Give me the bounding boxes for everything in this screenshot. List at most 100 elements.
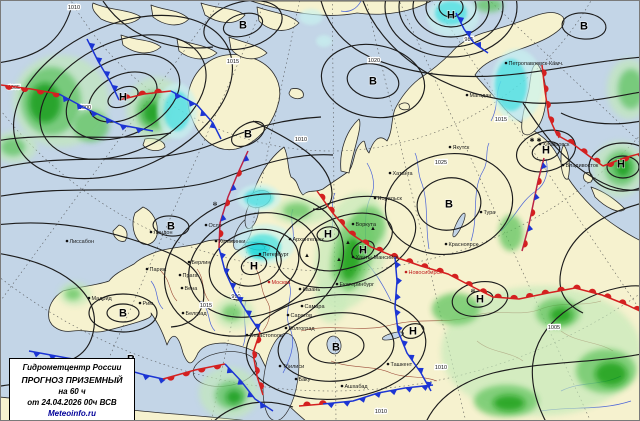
isobar bbox=[559, 203, 639, 314]
isobar bbox=[245, 294, 427, 400]
precip-green-blob bbox=[222, 305, 242, 321]
isobar bbox=[275, 195, 417, 289]
city-label: Новосибирск bbox=[409, 270, 443, 276]
front-marker-warm bbox=[182, 371, 190, 377]
front-marker-cold bbox=[457, 16, 465, 24]
weather-symbol: ▲ bbox=[370, 226, 376, 232]
city-dot bbox=[479, 210, 483, 214]
city-dot bbox=[180, 286, 184, 290]
coastline-novaya-zemlya bbox=[340, 118, 361, 174]
city-dot bbox=[340, 384, 344, 388]
isobar bbox=[231, 120, 265, 148]
weather-symbol-layer: ✱ ✱ ▲ ▲ ▲ ▲ ▲ ✻ ✻ bbox=[212, 137, 541, 295]
city-label: Петропавловск-Камч. bbox=[509, 61, 564, 67]
front-marker-cold bbox=[230, 282, 237, 290]
front-marker-cold bbox=[260, 402, 267, 409]
front-marker-warm bbox=[154, 88, 162, 93]
front-marker-cold bbox=[465, 30, 472, 38]
city-dot bbox=[258, 252, 262, 256]
legend-org: Гидрометцентр России bbox=[22, 363, 122, 372]
weather-symbol: ✱ bbox=[529, 137, 534, 144]
front-marker-warm bbox=[546, 100, 551, 109]
legend-site-link[interactable]: Meteoinfo.ru bbox=[48, 409, 96, 418]
front-marker-cold bbox=[226, 367, 234, 374]
city-dot bbox=[138, 301, 142, 305]
pressure-center-low: Н bbox=[409, 326, 417, 338]
front-marker-cold bbox=[220, 252, 226, 260]
city-dot bbox=[149, 230, 153, 234]
isobar bbox=[188, 212, 320, 318]
isobar bbox=[515, 129, 577, 173]
pressure-center-high: В bbox=[332, 342, 340, 354]
front-marker-cold bbox=[417, 367, 424, 375]
city-dot bbox=[504, 61, 508, 65]
isobar bbox=[560, 112, 639, 125]
city-dot bbox=[444, 242, 448, 246]
front-marker-warm bbox=[523, 239, 528, 248]
city-label: Баку bbox=[299, 377, 311, 383]
weather-symbol: ✻ bbox=[470, 288, 475, 295]
city-label: Казань bbox=[303, 287, 321, 293]
city-label: Воркута bbox=[356, 222, 377, 228]
front-marker-cold bbox=[76, 103, 84, 110]
isobar bbox=[107, 85, 139, 109]
front-marker-warm bbox=[255, 366, 260, 375]
front-marker-cold bbox=[237, 378, 244, 385]
front-marker-cold bbox=[396, 277, 402, 285]
city-label: Ашхабад bbox=[345, 384, 369, 390]
front-marker-warm bbox=[138, 90, 147, 96]
isobar bbox=[299, 212, 393, 272]
front-marker-warm bbox=[537, 177, 542, 185]
pressure-center-low: Н bbox=[617, 159, 625, 171]
isobar bbox=[252, 120, 333, 211]
front-line-warm bbox=[298, 403, 324, 407]
city-label: Севастополь bbox=[250, 333, 283, 339]
city-label: Якутск bbox=[453, 145, 470, 151]
front-marker-cold bbox=[220, 214, 227, 222]
city-dot bbox=[373, 196, 377, 200]
front-marker-warm bbox=[213, 364, 222, 370]
isobar bbox=[12, 14, 234, 180]
front-marker-warm bbox=[510, 294, 518, 299]
city-dot bbox=[294, 377, 298, 381]
front-marker-cold bbox=[541, 162, 547, 170]
front-marker-warm bbox=[328, 206, 335, 214]
precip-cyan-blob bbox=[244, 189, 274, 207]
precip-green-blob bbox=[315, 279, 347, 323]
front-marker-warm bbox=[567, 138, 575, 145]
city-label: Волгоград bbox=[289, 326, 316, 332]
precip-green-blob bbox=[143, 102, 161, 124]
precip-green-blob bbox=[73, 110, 109, 142]
isobar-value-label: 985 bbox=[464, 37, 473, 43]
weather-symbol: ✻ bbox=[212, 201, 217, 208]
city-dot bbox=[386, 362, 390, 366]
isobar bbox=[226, 243, 282, 287]
front-marker-warm bbox=[348, 230, 356, 237]
front-marker-warm bbox=[451, 273, 459, 280]
city-label: Лиссабон bbox=[70, 239, 95, 245]
city-dot bbox=[351, 222, 355, 226]
city-label: Париж bbox=[150, 267, 167, 273]
city-dot bbox=[538, 142, 542, 146]
city-label: Осло bbox=[209, 223, 222, 229]
isobar bbox=[222, 12, 264, 38]
front-line-cold bbox=[218, 247, 261, 333]
pressure-center-high: В bbox=[369, 76, 377, 88]
city-dot bbox=[388, 171, 392, 175]
city-dot bbox=[278, 364, 282, 368]
front-marker-warm bbox=[604, 293, 612, 299]
city-label: Екатеринбург bbox=[340, 282, 375, 288]
front-marker-warm bbox=[376, 246, 384, 253]
front-line-warm bbox=[162, 363, 226, 380]
front-marker-warm bbox=[319, 193, 326, 201]
city-label: Саратов bbox=[291, 313, 313, 319]
isobar bbox=[384, 1, 518, 58]
front-marker-warm bbox=[588, 288, 597, 294]
isobar-value-label: 1010 bbox=[68, 5, 80, 11]
isobar-value-label: 1010 bbox=[435, 365, 447, 371]
front-marker-cold bbox=[474, 41, 482, 49]
isobar bbox=[208, 228, 300, 302]
isobar bbox=[203, 1, 283, 51]
city-label: Владивосток bbox=[566, 163, 599, 169]
front-marker-cold bbox=[395, 309, 401, 317]
